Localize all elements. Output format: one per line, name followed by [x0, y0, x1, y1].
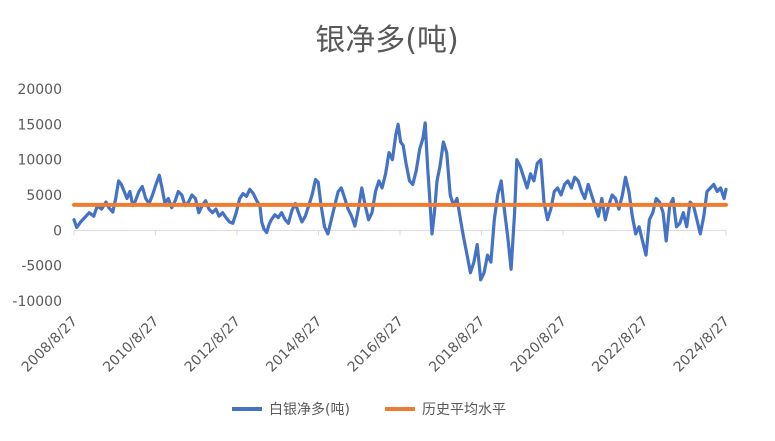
x-tick-label: 2022/8/27 — [589, 314, 651, 376]
x-tick-label: 2016/8/27 — [345, 314, 407, 376]
y-tick-label: 10000 — [17, 153, 62, 169]
x-tick-label: 2020/8/27 — [508, 314, 570, 376]
series-lines — [72, 121, 728, 282]
x-tick-label: 2010/8/27 — [100, 314, 162, 376]
chart-title: 银净多(吨) — [315, 23, 458, 58]
x-tick-label: 2018/8/27 — [426, 314, 488, 376]
series-line-silver-net-long — [72, 121, 728, 282]
y-tick-label: 5000 — [26, 188, 62, 204]
legend-label-0: 白银净多(吨) — [269, 401, 350, 418]
legend-label-1: 历史平均水平 — [422, 402, 506, 418]
y-tick-label: 15000 — [17, 117, 62, 133]
x-tick-label: 2012/8/27 — [182, 314, 244, 376]
y-tick-label: 0 — [53, 223, 62, 239]
y-tick-label: -10000 — [12, 294, 62, 310]
y-tick-label: 20000 — [17, 82, 62, 98]
x-axis-ticks — [73, 230, 727, 236]
y-axis-labels: 20000 15000 10000 5000 0 -5000 -10000 — [12, 82, 62, 310]
x-axis-labels: 2008/8/27 2010/8/27 2012/8/27 2014/8/27 2016… — [19, 314, 733, 376]
y-tick-label: -5000 — [21, 259, 62, 275]
x-tick-label: 2024/8/27 — [671, 314, 733, 376]
x-tick-label: 2014/8/27 — [263, 314, 325, 376]
x-tick-label: 2008/8/27 — [19, 314, 81, 376]
legend: 白银净多(吨) 历史平均水平 — [232, 401, 506, 418]
